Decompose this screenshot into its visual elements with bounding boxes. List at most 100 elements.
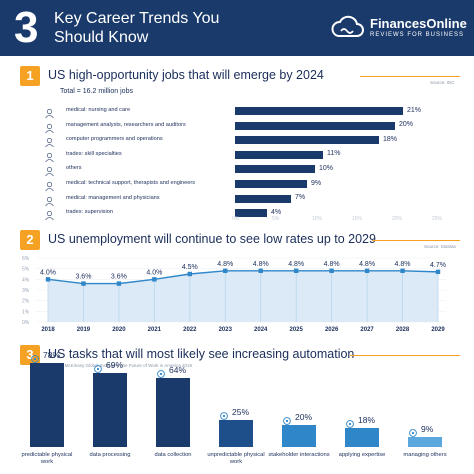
jobs-value-label: 9% — [311, 179, 322, 187]
unemployment-area — [48, 270, 438, 322]
unemployment-point — [223, 268, 228, 273]
unemployment-point — [187, 271, 193, 277]
jobs-category-label: management analysts, researchers and aud… — [66, 121, 186, 128]
unemployment-value-label: 4.8% — [217, 261, 233, 268]
jobs-x-tick: 10% — [312, 216, 323, 222]
unemployment-point — [400, 268, 405, 273]
jobs-bar — [235, 180, 307, 188]
unemployment-x-label: 2028 — [396, 327, 410, 333]
jobs-x-tick: 5% — [272, 216, 280, 222]
section-2-source: Source: Statista — [424, 244, 456, 249]
automation-value-label: 25% — [232, 407, 250, 418]
jobs-bar — [235, 194, 291, 203]
cloud-wave-icon — [331, 15, 364, 37]
jobs-category-label: computer programmers and operations — [66, 136, 163, 143]
unemployment-value-label: 4.8% — [324, 261, 340, 268]
automation-value-label: 20% — [295, 412, 313, 423]
gears-icon — [30, 351, 40, 363]
automation-category-label: managing others — [403, 452, 447, 458]
unemployment-y-tick: 5% — [22, 267, 30, 273]
automation-category-label: data collection — [154, 452, 192, 458]
section-3-source: Source: McKinsey Global Institute's The … — [48, 363, 193, 368]
unemployment-point — [293, 268, 299, 273]
jobs-value-label: 7% — [295, 194, 306, 202]
jobs-bar — [235, 121, 395, 130]
header-number: 3 — [14, 3, 39, 52]
computer-icon — [44, 135, 55, 148]
automation-value-label: 78% — [43, 350, 61, 360]
unemployment-y-tick: 6% — [22, 256, 30, 262]
section-2-title: US unemployment will continue to see low… — [48, 232, 376, 246]
section-2-number: 2 — [20, 230, 40, 250]
section-1-title: US high-opportunity jobs that will emerg… — [48, 68, 324, 82]
jobs-category-label: medical: management and physicians — [66, 194, 160, 201]
unemployment-x-label: 2021 — [148, 327, 162, 333]
jobs-bar — [235, 209, 267, 218]
jobs-x-tick: 15% — [352, 216, 363, 222]
automation-category-label: applying expertise — [338, 452, 386, 458]
jobs-value-label: 20% — [399, 121, 414, 129]
automation-bar — [93, 372, 127, 447]
automation-bar — [219, 420, 253, 447]
unemployment-value-label: 4.8% — [359, 261, 375, 268]
chart-icon — [93, 361, 103, 373]
section-1-divider — [360, 76, 460, 77]
automation-bar — [156, 378, 190, 447]
unemployment-value-label: 3.6% — [75, 274, 91, 281]
brand-name: FinancesOnline — [370, 16, 467, 31]
unemployment-x-label: 2025 — [290, 327, 304, 333]
unemployment-y-tick: 1% — [22, 309, 30, 315]
unemployment-point — [329, 268, 334, 273]
brand-tagline: REVIEWS FOR BUSINESS — [370, 32, 465, 38]
unemployment-y-tick: 4% — [22, 277, 30, 283]
unemployment-line — [47, 270, 439, 285]
jobs-category-label: medical: nursing and care — [66, 107, 131, 113]
unemployment-x-label: 2020 — [112, 327, 126, 333]
jobs-value-label: 21% — [407, 106, 422, 114]
jobs-x-tick: 25% — [432, 216, 443, 222]
section-2-divider — [372, 240, 460, 241]
unemployment-value-label: 4.7% — [430, 262, 446, 269]
tools-icon — [44, 150, 55, 163]
analyst-icon — [44, 121, 55, 133]
unemployment-x-label: 2024 — [254, 327, 268, 333]
unemployment-y-tick: 2% — [22, 299, 30, 305]
jobs-bar — [235, 165, 315, 174]
unemployment-y-tick: 3% — [22, 288, 30, 294]
unemployment-value-label: 4.0% — [40, 269, 56, 276]
unemployment-line-chart: 0% 1% 2% 3% 4% 5% 6% 4.0% 2018 3.6% 2019 3.6% 2020 4.… — [22, 256, 446, 333]
unemployment-point — [258, 268, 263, 273]
header-title: Key Career Trends You Should Know — [54, 10, 220, 46]
handshake-icon — [282, 413, 292, 426]
unemployment-point — [81, 281, 86, 286]
unemployment-point — [435, 269, 441, 275]
unemployment-value-label: 4.0% — [146, 269, 162, 276]
automation-category-label: data processing — [89, 452, 131, 458]
jobs-category-label: trades: supervision — [66, 209, 113, 216]
automation-value-label: 64% — [169, 365, 187, 376]
unemployment-x-label: 2023 — [219, 327, 233, 333]
section-3-divider — [350, 355, 460, 356]
automation-category-label: predictable physical work — [21, 452, 73, 465]
section-1-source: Source: IDC — [430, 80, 455, 85]
unemployment-y-tick: 0% — [22, 320, 30, 326]
unemployment-value-label: 4.8% — [288, 261, 304, 268]
unemployment-value-label: 4.5% — [182, 264, 198, 271]
jobs-bar — [235, 136, 379, 145]
automation-bar — [30, 363, 64, 447]
automation-value-label: 18% — [358, 414, 376, 425]
unemployment-point — [152, 277, 157, 282]
automation-value-label: 9% — [421, 424, 434, 435]
medical-tech-icon — [44, 179, 55, 192]
unemployment-x-label: 2027 — [360, 327, 374, 333]
team-icon — [408, 425, 418, 438]
nurse-icon — [44, 106, 55, 119]
unemployment-point — [45, 277, 51, 282]
automation-category-label: unpredictable physical work — [207, 452, 265, 465]
jobs-bar — [235, 150, 323, 159]
jobs-category-label: others — [66, 165, 82, 172]
jobs-x-tick: 20% — [392, 216, 403, 222]
jobs-value-label: 4% — [271, 208, 282, 216]
worker-icon — [219, 408, 229, 420]
automation-bar — [408, 437, 442, 447]
